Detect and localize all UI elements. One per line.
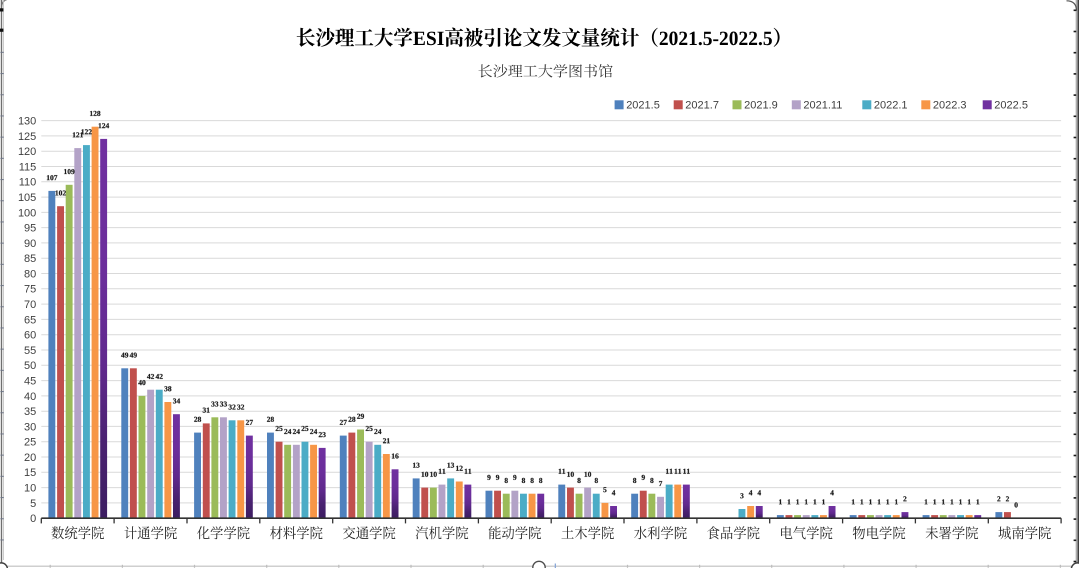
- svg-text:105: 105: [18, 192, 36, 204]
- svg-text:2021.9: 2021.9: [744, 99, 778, 111]
- svg-text:0: 0: [30, 513, 36, 525]
- svg-text:45: 45: [24, 376, 36, 388]
- svg-text:80: 80: [24, 268, 36, 280]
- svg-text:125: 125: [18, 131, 36, 143]
- svg-text:100: 100: [18, 207, 36, 219]
- svg-text:115: 115: [19, 161, 37, 173]
- svg-text:15: 15: [24, 467, 36, 479]
- svg-text:2021.7: 2021.7: [685, 99, 719, 111]
- svg-text:2022.1: 2022.1: [874, 99, 908, 111]
- svg-text:90: 90: [24, 238, 36, 250]
- svg-text:65: 65: [24, 314, 36, 326]
- svg-text:50: 50: [24, 360, 36, 372]
- svg-text:25: 25: [24, 437, 36, 449]
- svg-text:35: 35: [24, 406, 36, 418]
- svg-text:2022.5: 2022.5: [994, 99, 1028, 111]
- svg-text:30: 30: [24, 421, 36, 433]
- svg-text:95: 95: [24, 223, 36, 235]
- svg-text:70: 70: [24, 299, 36, 311]
- svg-text:110: 110: [19, 177, 37, 189]
- svg-text:2022.3: 2022.3: [933, 99, 967, 111]
- svg-text:2021.5: 2021.5: [626, 99, 660, 111]
- svg-text:5: 5: [30, 498, 36, 510]
- svg-text:120: 120: [18, 146, 36, 158]
- svg-text:55: 55: [24, 345, 36, 357]
- svg-text:85: 85: [24, 253, 36, 265]
- svg-text:130: 130: [18, 116, 36, 128]
- svg-text:60: 60: [24, 330, 36, 342]
- svg-text:10: 10: [24, 483, 36, 495]
- svg-text:75: 75: [24, 284, 36, 296]
- svg-text:2021.11: 2021.11: [803, 99, 842, 111]
- svg-text:20: 20: [24, 452, 36, 464]
- svg-text:40: 40: [24, 391, 36, 403]
